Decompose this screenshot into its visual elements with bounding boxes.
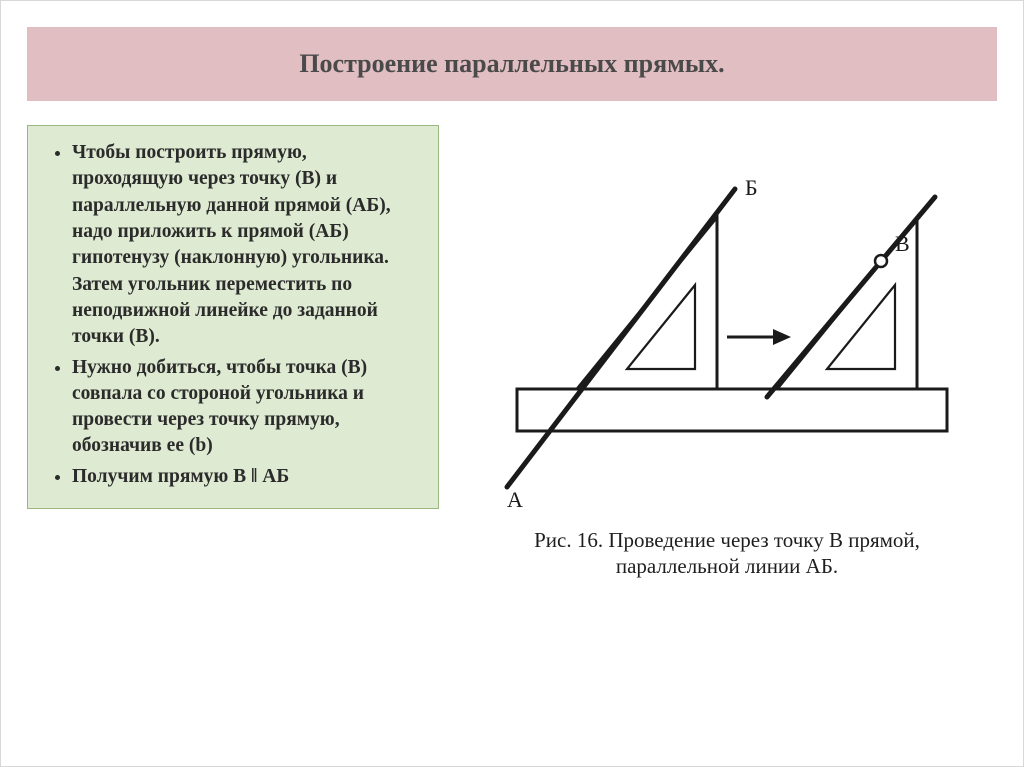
list-item: Чтобы построить прямую, проходящую через… bbox=[72, 140, 420, 351]
bullet-list: Чтобы построить прямую, проходящую через… bbox=[38, 140, 420, 490]
label-v: В bbox=[895, 231, 910, 256]
list-item: Нужно добиться, чтобы точка (В) совпала … bbox=[72, 355, 420, 460]
line-ab bbox=[507, 189, 735, 487]
point-v bbox=[875, 255, 887, 267]
title-bar: Построение параллельных прямых. bbox=[27, 27, 997, 101]
ruler-shape bbox=[517, 389, 947, 431]
caption-line-1: Рис. 16. Проведение через точку В прямой… bbox=[534, 528, 920, 552]
slide-title: Построение параллельных прямых. bbox=[299, 49, 724, 79]
caption-line-2: параллельной линии АБ. bbox=[616, 554, 838, 578]
text-box: Чтобы построить прямую, проходящую через… bbox=[27, 125, 439, 509]
arrow-head-icon bbox=[773, 329, 791, 345]
body-row: Чтобы построить прямую, проходящую через… bbox=[27, 125, 997, 580]
diagram-svg: А Б В bbox=[467, 169, 987, 509]
slide: Построение параллельных прямых. Чтобы по… bbox=[0, 0, 1024, 767]
label-b-top: Б bbox=[745, 175, 758, 200]
label-a: А bbox=[507, 487, 523, 509]
triangle-right-hole bbox=[827, 285, 895, 369]
figure-caption: Рис. 16. Проведение через точку В прямой… bbox=[534, 527, 920, 580]
triangle-left-hole bbox=[627, 285, 695, 369]
list-item: Получим прямую В ‖ АБ bbox=[72, 464, 420, 490]
figure-column: А Б В Рис. 16. Проведение через точку В … bbox=[457, 169, 997, 580]
